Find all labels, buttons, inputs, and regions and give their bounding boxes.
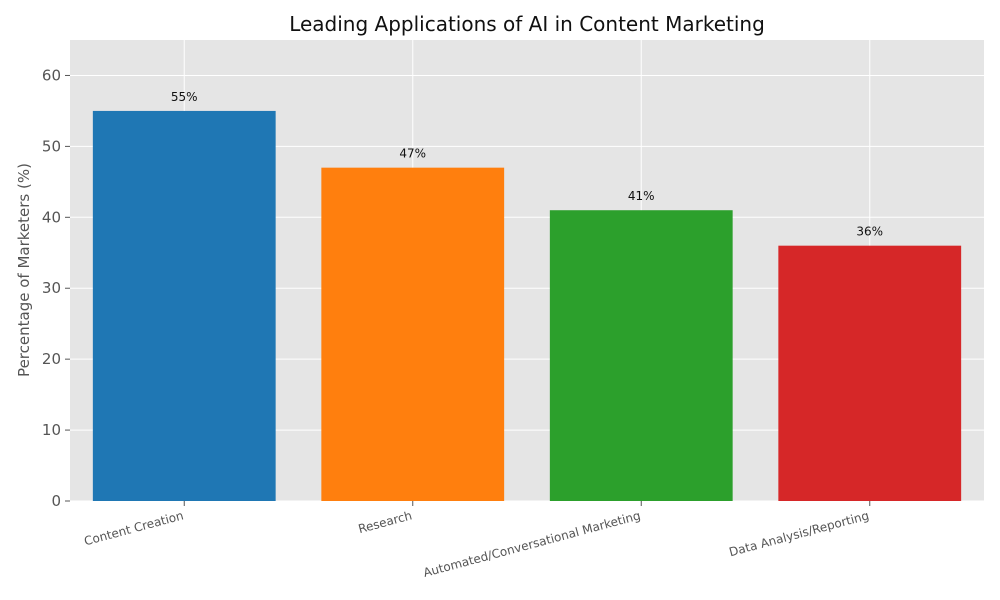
- x-tick-label: Data Analysis/Reporting: [728, 508, 871, 559]
- x-axis: Content Creation Research Automated/Conver…: [83, 501, 871, 580]
- bar: [321, 167, 505, 501]
- y-tick-label: 0: [51, 492, 61, 510]
- data-label: 41%: [628, 189, 655, 203]
- x-tick-label: Automated/Conversational Marketing: [422, 508, 642, 580]
- data-label: 47%: [399, 147, 426, 161]
- x-tick-label: Content Creation: [83, 508, 185, 548]
- x-tick-label: Research: [357, 508, 414, 536]
- y-axis-label: Percentage of Marketers (%): [15, 163, 33, 377]
- bar: [549, 210, 733, 501]
- bar: [92, 110, 276, 501]
- y-tick-label: 60: [42, 66, 61, 84]
- data-labels: 55% 47% 41% 36%: [171, 90, 883, 239]
- bars: [92, 110, 962, 501]
- bar: [778, 245, 962, 501]
- y-tick-label: 30: [42, 279, 61, 297]
- data-label: 36%: [856, 225, 883, 239]
- y-tick-label: 20: [42, 350, 61, 368]
- chart-title: Leading Applications of AI in Content Ma…: [289, 12, 765, 36]
- y-tick-label: 40: [42, 208, 61, 226]
- y-tick-label: 50: [42, 137, 61, 155]
- y-axis: 0 10 20 30 40 50 60: [42, 66, 70, 510]
- data-label: 55%: [171, 90, 198, 104]
- y-tick-label: 10: [42, 421, 61, 439]
